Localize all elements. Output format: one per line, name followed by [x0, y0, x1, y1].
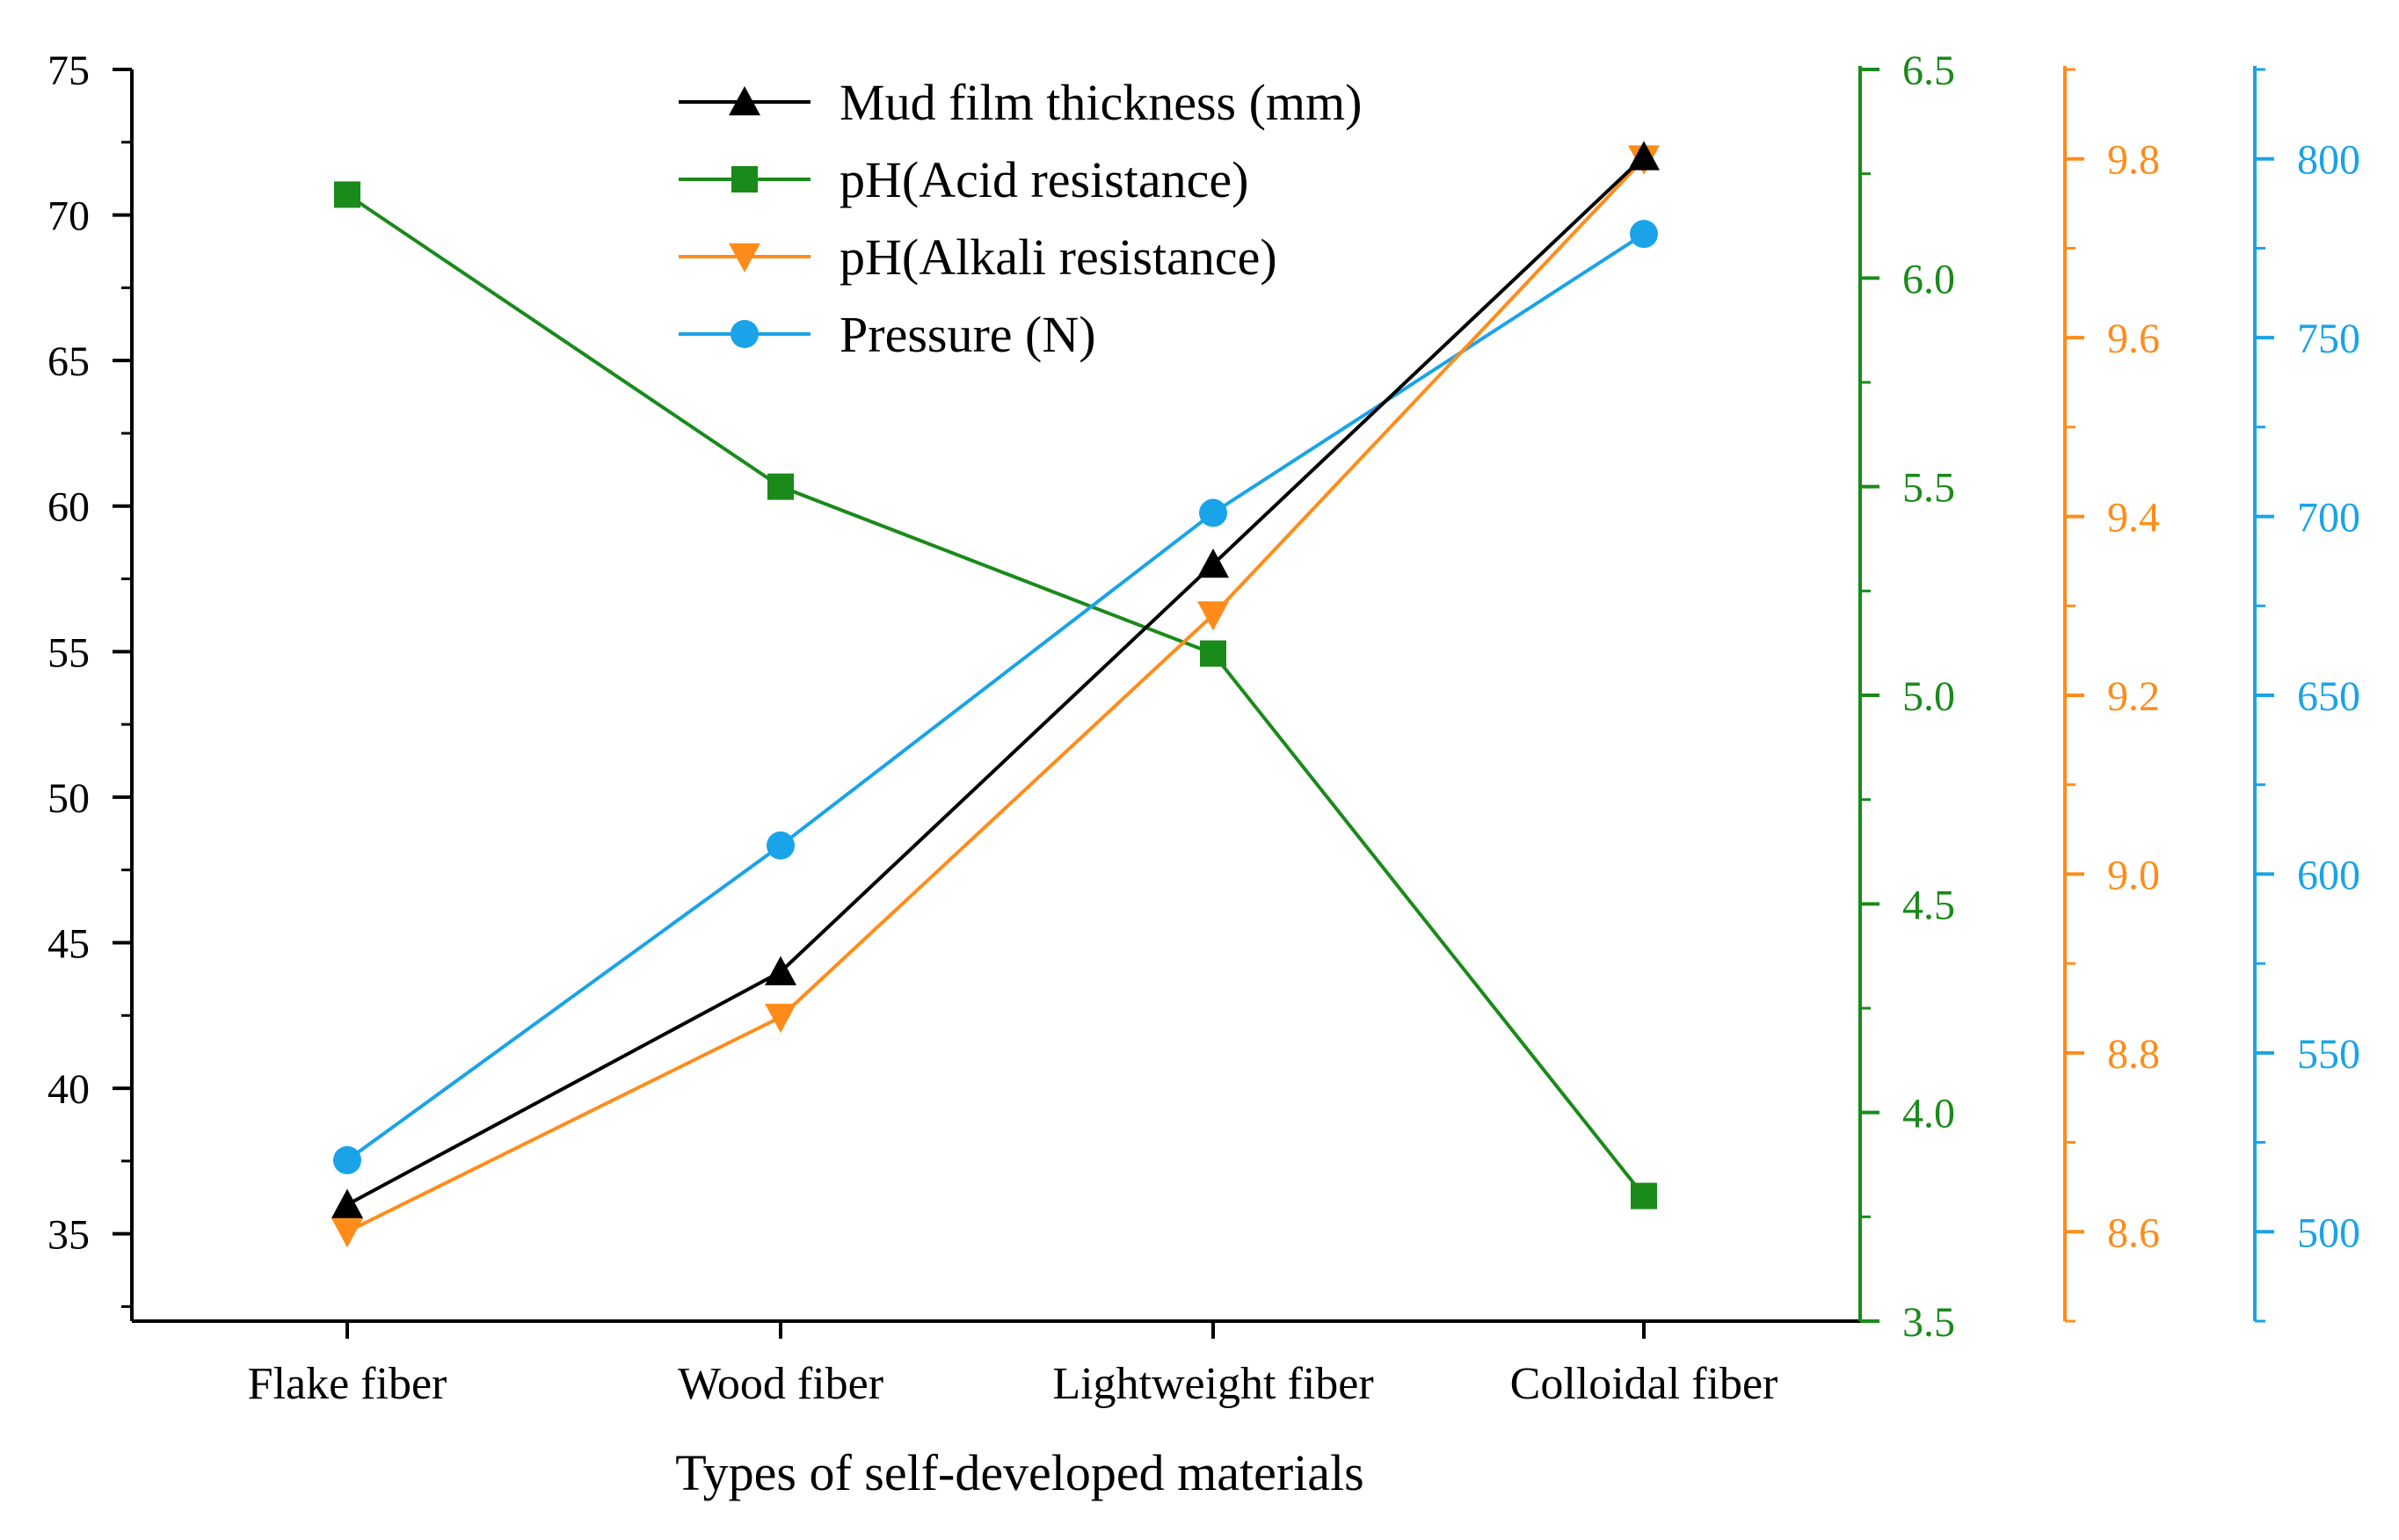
left-tick-label: 60: [47, 484, 90, 531]
left-tick-label: 75: [47, 47, 90, 94]
left-tick-label: 55: [47, 629, 90, 676]
legend-marker: [731, 166, 758, 192]
acid-tick-label: 3.5: [1902, 1299, 1955, 1346]
data-point: [1197, 601, 1229, 631]
legend-label: Mud film thickness (mm): [840, 74, 1362, 131]
legend-marker: [729, 243, 760, 272]
x-axis-title: Types of self-developed materials: [675, 1444, 1363, 1501]
data-point: [1628, 141, 1660, 171]
alkali-tick-label: 9.2: [2107, 673, 2160, 720]
pressure-tick-label: 500: [2297, 1209, 2360, 1256]
pressure-tick-label: 550: [2297, 1031, 2360, 1078]
data-point: [765, 1003, 796, 1034]
acid-tick-label: 6.5: [1902, 47, 1955, 94]
alkali-tick-label: 8.8: [2107, 1031, 2160, 1078]
legend: Mud film thickness (mm) pH(Acid resistanc…: [679, 74, 1362, 363]
alkali-tick-label: 9.6: [2107, 316, 2160, 362]
alkali-tick-label: 9.0: [2107, 852, 2160, 898]
alkali-tick-label: 9.8: [2107, 137, 2160, 184]
x-tick-label: Colloidal fiber: [1510, 1359, 1778, 1409]
data-point: [1630, 220, 1658, 249]
alkali-tick-label: 8.6: [2107, 1209, 2160, 1256]
alkali-tick-label: 9.4: [2107, 495, 2160, 541]
data-point: [334, 181, 360, 208]
acid-tick-label: 5.0: [1902, 673, 1955, 720]
data-point: [331, 1217, 363, 1248]
data-point: [331, 1188, 363, 1218]
x-tick-label: Lightweight fiber: [1052, 1359, 1373, 1409]
acid-tick-label: 5.5: [1902, 465, 1955, 512]
pressure-tick-label: 750: [2297, 316, 2360, 362]
series-line: [345, 232, 1646, 1162]
acid-tick-label: 4.0: [1902, 1091, 1955, 1137]
data-point: [767, 831, 795, 860]
left-tick-label: 45: [47, 920, 90, 967]
left-tick-label: 40: [47, 1066, 90, 1113]
pressure-tick-label: 800: [2297, 137, 2360, 184]
left-tick-label: 65: [47, 338, 90, 385]
series-line: [346, 155, 1646, 1207]
left-tick-label: 35: [47, 1212, 90, 1259]
legend-label: Pressure (N): [840, 306, 1096, 363]
data-point: [1197, 548, 1229, 578]
pressure-tick-label: 650: [2297, 673, 2360, 720]
x-tick-label: Flake fiber: [248, 1359, 447, 1409]
series-line: [346, 157, 1646, 1234]
legend-marker: [729, 86, 760, 116]
axes-layer: Flake fiber Wood fiber Lightweight fiber Co…: [47, 47, 2360, 1409]
left-tick-label: 50: [47, 775, 90, 822]
series-layer: [331, 141, 1660, 1248]
data-point: [1200, 640, 1226, 667]
legend-label: pH(Alkali resistance): [840, 229, 1277, 286]
data-point: [765, 955, 796, 985]
data-point: [1199, 498, 1227, 527]
left-tick-label: 70: [47, 193, 90, 240]
legend-label: pH(Acid resistance): [840, 151, 1248, 208]
data-point: [767, 473, 794, 500]
pressure-tick-label: 600: [2297, 852, 2360, 898]
legend-marker: [731, 320, 759, 348]
x-tick-label: Wood fiber: [678, 1359, 883, 1409]
data-point: [333, 1145, 361, 1174]
acid-tick-label: 4.5: [1902, 882, 1955, 928]
pressure-tick-label: 700: [2297, 495, 2360, 541]
series-line: [345, 192, 1646, 1197]
acid-tick-label: 6.0: [1902, 256, 1955, 302]
data-point: [1631, 1182, 1657, 1209]
